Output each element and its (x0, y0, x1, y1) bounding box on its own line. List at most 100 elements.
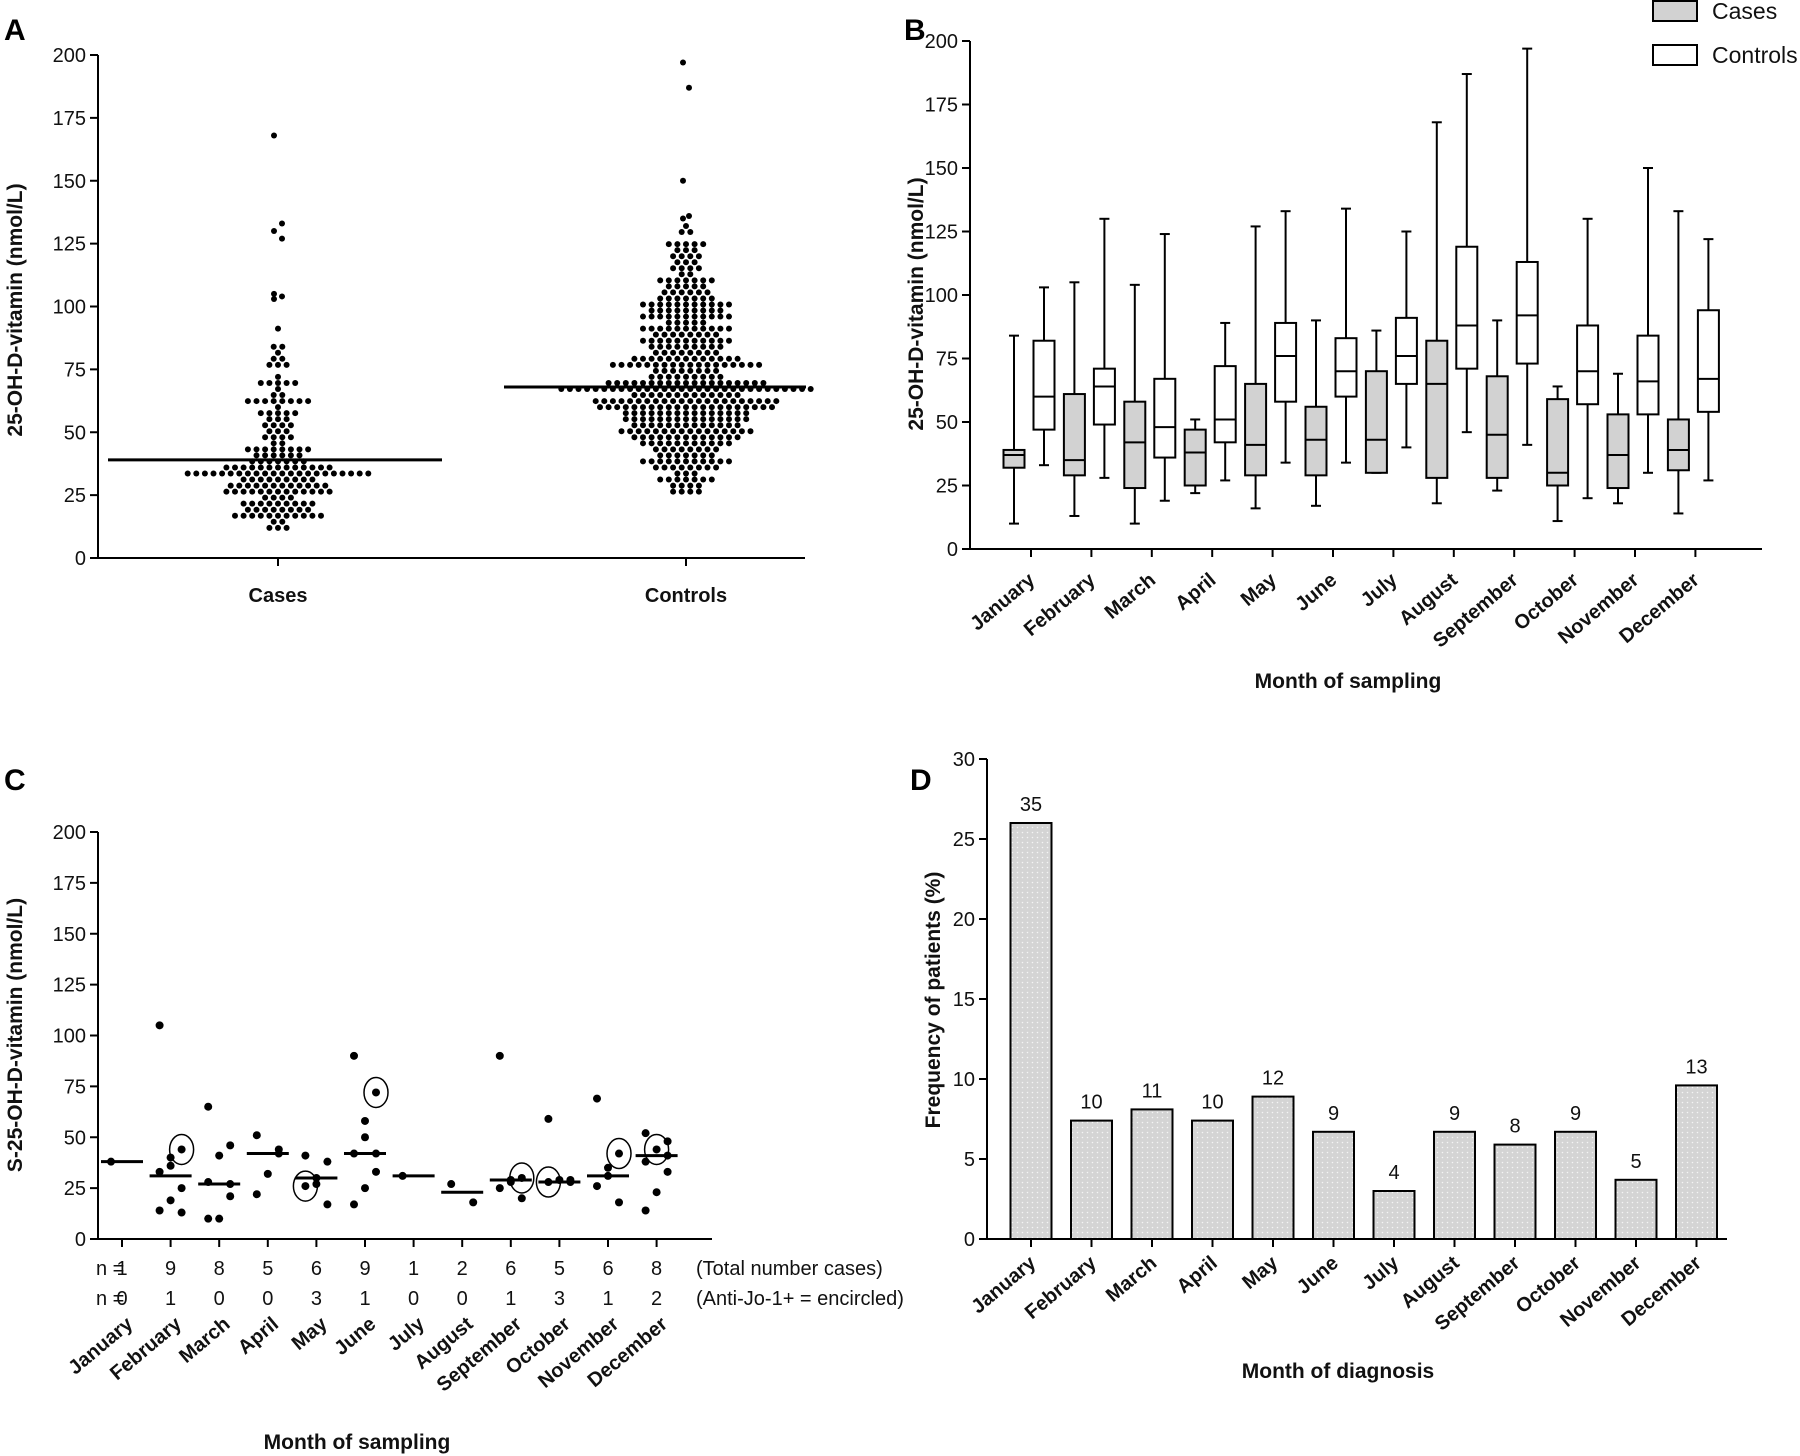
panel-a-data-point (691, 295, 698, 302)
panel-a-data-point (287, 470, 294, 477)
panel-a-data-point (305, 398, 312, 405)
panel-b-legend-swatch (1652, 0, 1698, 22)
panel-a-data-point (271, 228, 277, 235)
panel-a-data-point (232, 464, 238, 471)
panel-a-data-point (700, 355, 707, 362)
panel-a-data-point (674, 277, 681, 284)
panel-a-data-point (700, 295, 707, 302)
panel-a-data-point (674, 313, 681, 320)
panel-a-data-point (683, 301, 689, 308)
panel-a-data-point (270, 482, 277, 489)
panel-a-data-point (262, 494, 269, 501)
panel-a-data-point (726, 458, 732, 465)
panel-a-data-point (257, 512, 264, 519)
panel-a-data-point (743, 379, 750, 386)
panel-b-legend-label: Cases (1712, 0, 1777, 24)
panel-a-data-point (674, 283, 681, 290)
panel-a-data-point (257, 410, 264, 417)
panel-a-data-point (292, 410, 299, 417)
panel-a-data-point (717, 410, 724, 417)
panel-a-data-point (262, 434, 269, 441)
panel-d-bar-label: 13 (1685, 1056, 1707, 1078)
panel-a-data-point (657, 404, 664, 411)
panel-a-data-point (680, 177, 686, 184)
panel-a-data-point (713, 349, 720, 356)
panel-a-data-point (249, 512, 256, 519)
panel-a-data-point (674, 307, 681, 314)
panel-c-data-point (615, 1198, 623, 1207)
panel-a-data-point (287, 398, 294, 405)
panel-a-data-point (713, 464, 720, 471)
panel-a-data-point (648, 379, 655, 386)
panel-a-data-point (287, 452, 294, 459)
panel-c-anti-jo1-circle (606, 1137, 632, 1170)
panel-a-data-point (257, 464, 264, 471)
panel-a-data-point (713, 331, 720, 338)
panel-c-data-point (252, 1190, 261, 1199)
panel-a-data-point (275, 379, 281, 386)
panel-a-y-tick-label: 175 (53, 108, 86, 130)
panel-a-data-point (240, 488, 247, 495)
panel-a-data-point (648, 434, 655, 441)
panel-a-data-point (691, 325, 698, 332)
panel-a-data-point (266, 524, 273, 531)
panel-a-data-point (262, 452, 269, 459)
panel-d-bar-label: 10 (1080, 1092, 1102, 1114)
panel-c-data-point (177, 1208, 186, 1217)
panel-a-data-point (708, 422, 715, 429)
panel-c-n-value: 0 (262, 1288, 273, 1310)
panel-a-data-point (674, 319, 681, 326)
panel-a-data-point (275, 476, 281, 483)
panel-a-data-point (257, 488, 264, 495)
panel-a-data-point (665, 392, 672, 399)
panel-a-data-point (713, 428, 720, 435)
panel-a-data-point (691, 373, 698, 380)
panel-a-data-point (657, 355, 664, 362)
panel-c-n-value: 6 (505, 1258, 516, 1280)
panel-a-data-point (253, 506, 260, 513)
panel-a-data-point (257, 500, 264, 507)
panel-b-y-tick-label: 100 (925, 285, 958, 307)
panel-a-data-point (279, 398, 286, 405)
panel-a-data-point (279, 392, 286, 399)
panel-a-data-point (287, 506, 294, 513)
panel-a-data-point (266, 428, 273, 435)
panel-a-data-point (661, 446, 668, 453)
panel-a-data-point (326, 464, 333, 471)
panel-c-n-row-note: (Anti-Jo-1+ = encircled) (696, 1288, 904, 1310)
panel-a-data-point (678, 428, 685, 435)
panel-b-control-box (1696, 309, 1720, 413)
panel-a-data-point (726, 392, 732, 399)
panel-a-data-point (674, 452, 681, 459)
panel-a-data-point (708, 410, 715, 417)
panel-b-control-box (1515, 260, 1539, 365)
panel-a-data-point (717, 301, 724, 308)
panel-a-data-point (283, 379, 290, 386)
panel-a-data-point (734, 392, 741, 399)
panel-a-data-point (257, 379, 264, 386)
panel-a-data-point (665, 319, 672, 326)
panel-a-data-point (717, 434, 724, 441)
panel-c-n-value: 2 (651, 1288, 662, 1310)
panel-b-case-box (1485, 375, 1509, 479)
panel-a-data-point (726, 379, 732, 386)
panel-a-data-point (657, 313, 664, 320)
panel-a-data-point (249, 488, 256, 495)
panel-c-data-point (641, 1157, 650, 1166)
panel-a-data-point (661, 349, 668, 356)
panel-c-n-value: 2 (457, 1258, 468, 1280)
panel-b-y-tick-label: 200 (925, 31, 958, 53)
panel-c-data-point (177, 1184, 186, 1193)
panel-a-data-point (326, 488, 333, 495)
panel-a-data-point (644, 361, 651, 368)
panel-b-x-tick-label: June (1291, 569, 1341, 616)
panel-a-data-point (691, 404, 698, 411)
panel-a-data-point (700, 422, 707, 429)
panel-c-data-point (177, 1145, 186, 1154)
panel-d-bar (1312, 1130, 1355, 1241)
panel-a-data-point (296, 470, 303, 477)
panel-d-bar (1614, 1178, 1658, 1241)
panel-a-data-point (665, 434, 672, 441)
panel-a-data-point (631, 392, 638, 399)
